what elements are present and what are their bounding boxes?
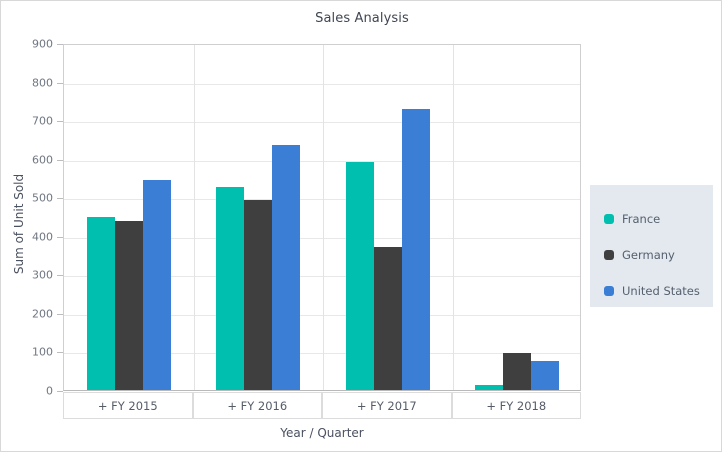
y-axis-tick-mark [57, 82, 63, 84]
bar[interactable] [142, 179, 171, 390]
y-axis-tick-label: 800 [32, 76, 53, 90]
bar[interactable] [373, 247, 402, 390]
bar[interactable] [244, 199, 273, 390]
bar[interactable] [531, 361, 560, 390]
x-axis-category-label[interactable]: + FY 2017 [322, 392, 452, 419]
bar[interactable] [401, 108, 430, 390]
gridline-horizontal [64, 199, 580, 201]
y-axis-tick-label: 200 [32, 307, 53, 321]
y-axis-tick-label: 300 [32, 268, 53, 282]
x-axis-category-label[interactable]: + FY 2016 [192, 392, 322, 419]
legend-item[interactable]: Germany [604, 237, 713, 273]
y-axis-tick-mark [57, 391, 63, 392]
gridline-horizontal [64, 314, 580, 316]
gridline-vertical [452, 45, 454, 390]
legend-item-label: Germany [622, 248, 675, 262]
bar[interactable] [475, 384, 504, 390]
chart-title: Sales Analysis [315, 11, 409, 26]
y-axis-tick-mark [57, 44, 63, 45]
gridline-vertical [193, 45, 195, 390]
bar[interactable] [503, 353, 532, 390]
legend-item[interactable]: United States [604, 273, 713, 309]
plot-area [63, 44, 581, 391]
bar[interactable] [86, 217, 115, 390]
y-axis-tick-label: 100 [32, 345, 53, 359]
y-axis-tick-label: 500 [32, 191, 53, 205]
legend-swatch-united-states-icon [604, 286, 614, 296]
x-axis-category-label[interactable]: + FY 2018 [451, 392, 581, 419]
y-axis-tick-mark [57, 159, 63, 161]
gridline-horizontal [64, 276, 580, 278]
gridline-vertical [323, 45, 324, 390]
y-axis-tick-label: 700 [32, 114, 53, 128]
bar[interactable] [272, 145, 301, 390]
legend-swatch-germany-icon [604, 250, 614, 260]
legend-item[interactable]: France [604, 201, 713, 237]
gridline-horizontal [64, 83, 580, 85]
y-axis-tick-mark [57, 198, 63, 200]
x-axis-title: Year / Quarter [280, 426, 364, 440]
legend-swatch-france-icon [604, 214, 614, 224]
bar[interactable] [216, 187, 245, 390]
legend-item-label: United States [622, 284, 700, 298]
bar[interactable] [114, 221, 143, 390]
chart-legend: France Germany United States [590, 185, 713, 307]
legend-item-list: France Germany United States [604, 201, 713, 309]
y-axis-title: Sum of Unit Sold [12, 173, 26, 275]
gridline-horizontal [64, 353, 580, 355]
y-axis-tick-mark [57, 313, 63, 315]
bar[interactable] [345, 162, 374, 390]
y-axis-tick-label: 400 [32, 230, 53, 244]
legend-item-label: France [622, 212, 661, 226]
gridline-horizontal [64, 160, 580, 162]
y-axis-tick-label: 900 [32, 37, 53, 51]
gridline-horizontal [64, 237, 580, 239]
y-axis-tick-mark [57, 236, 63, 238]
y-axis-tick-label: 600 [32, 153, 53, 167]
y-axis-tick-label: 0 [46, 384, 53, 398]
x-axis-category-label[interactable]: + FY 2015 [63, 392, 193, 419]
y-axis-tick-mark [57, 275, 63, 277]
gridline-horizontal [64, 122, 580, 124]
y-axis-tick-mark [57, 352, 63, 354]
y-axis-tick-mark [57, 121, 63, 123]
